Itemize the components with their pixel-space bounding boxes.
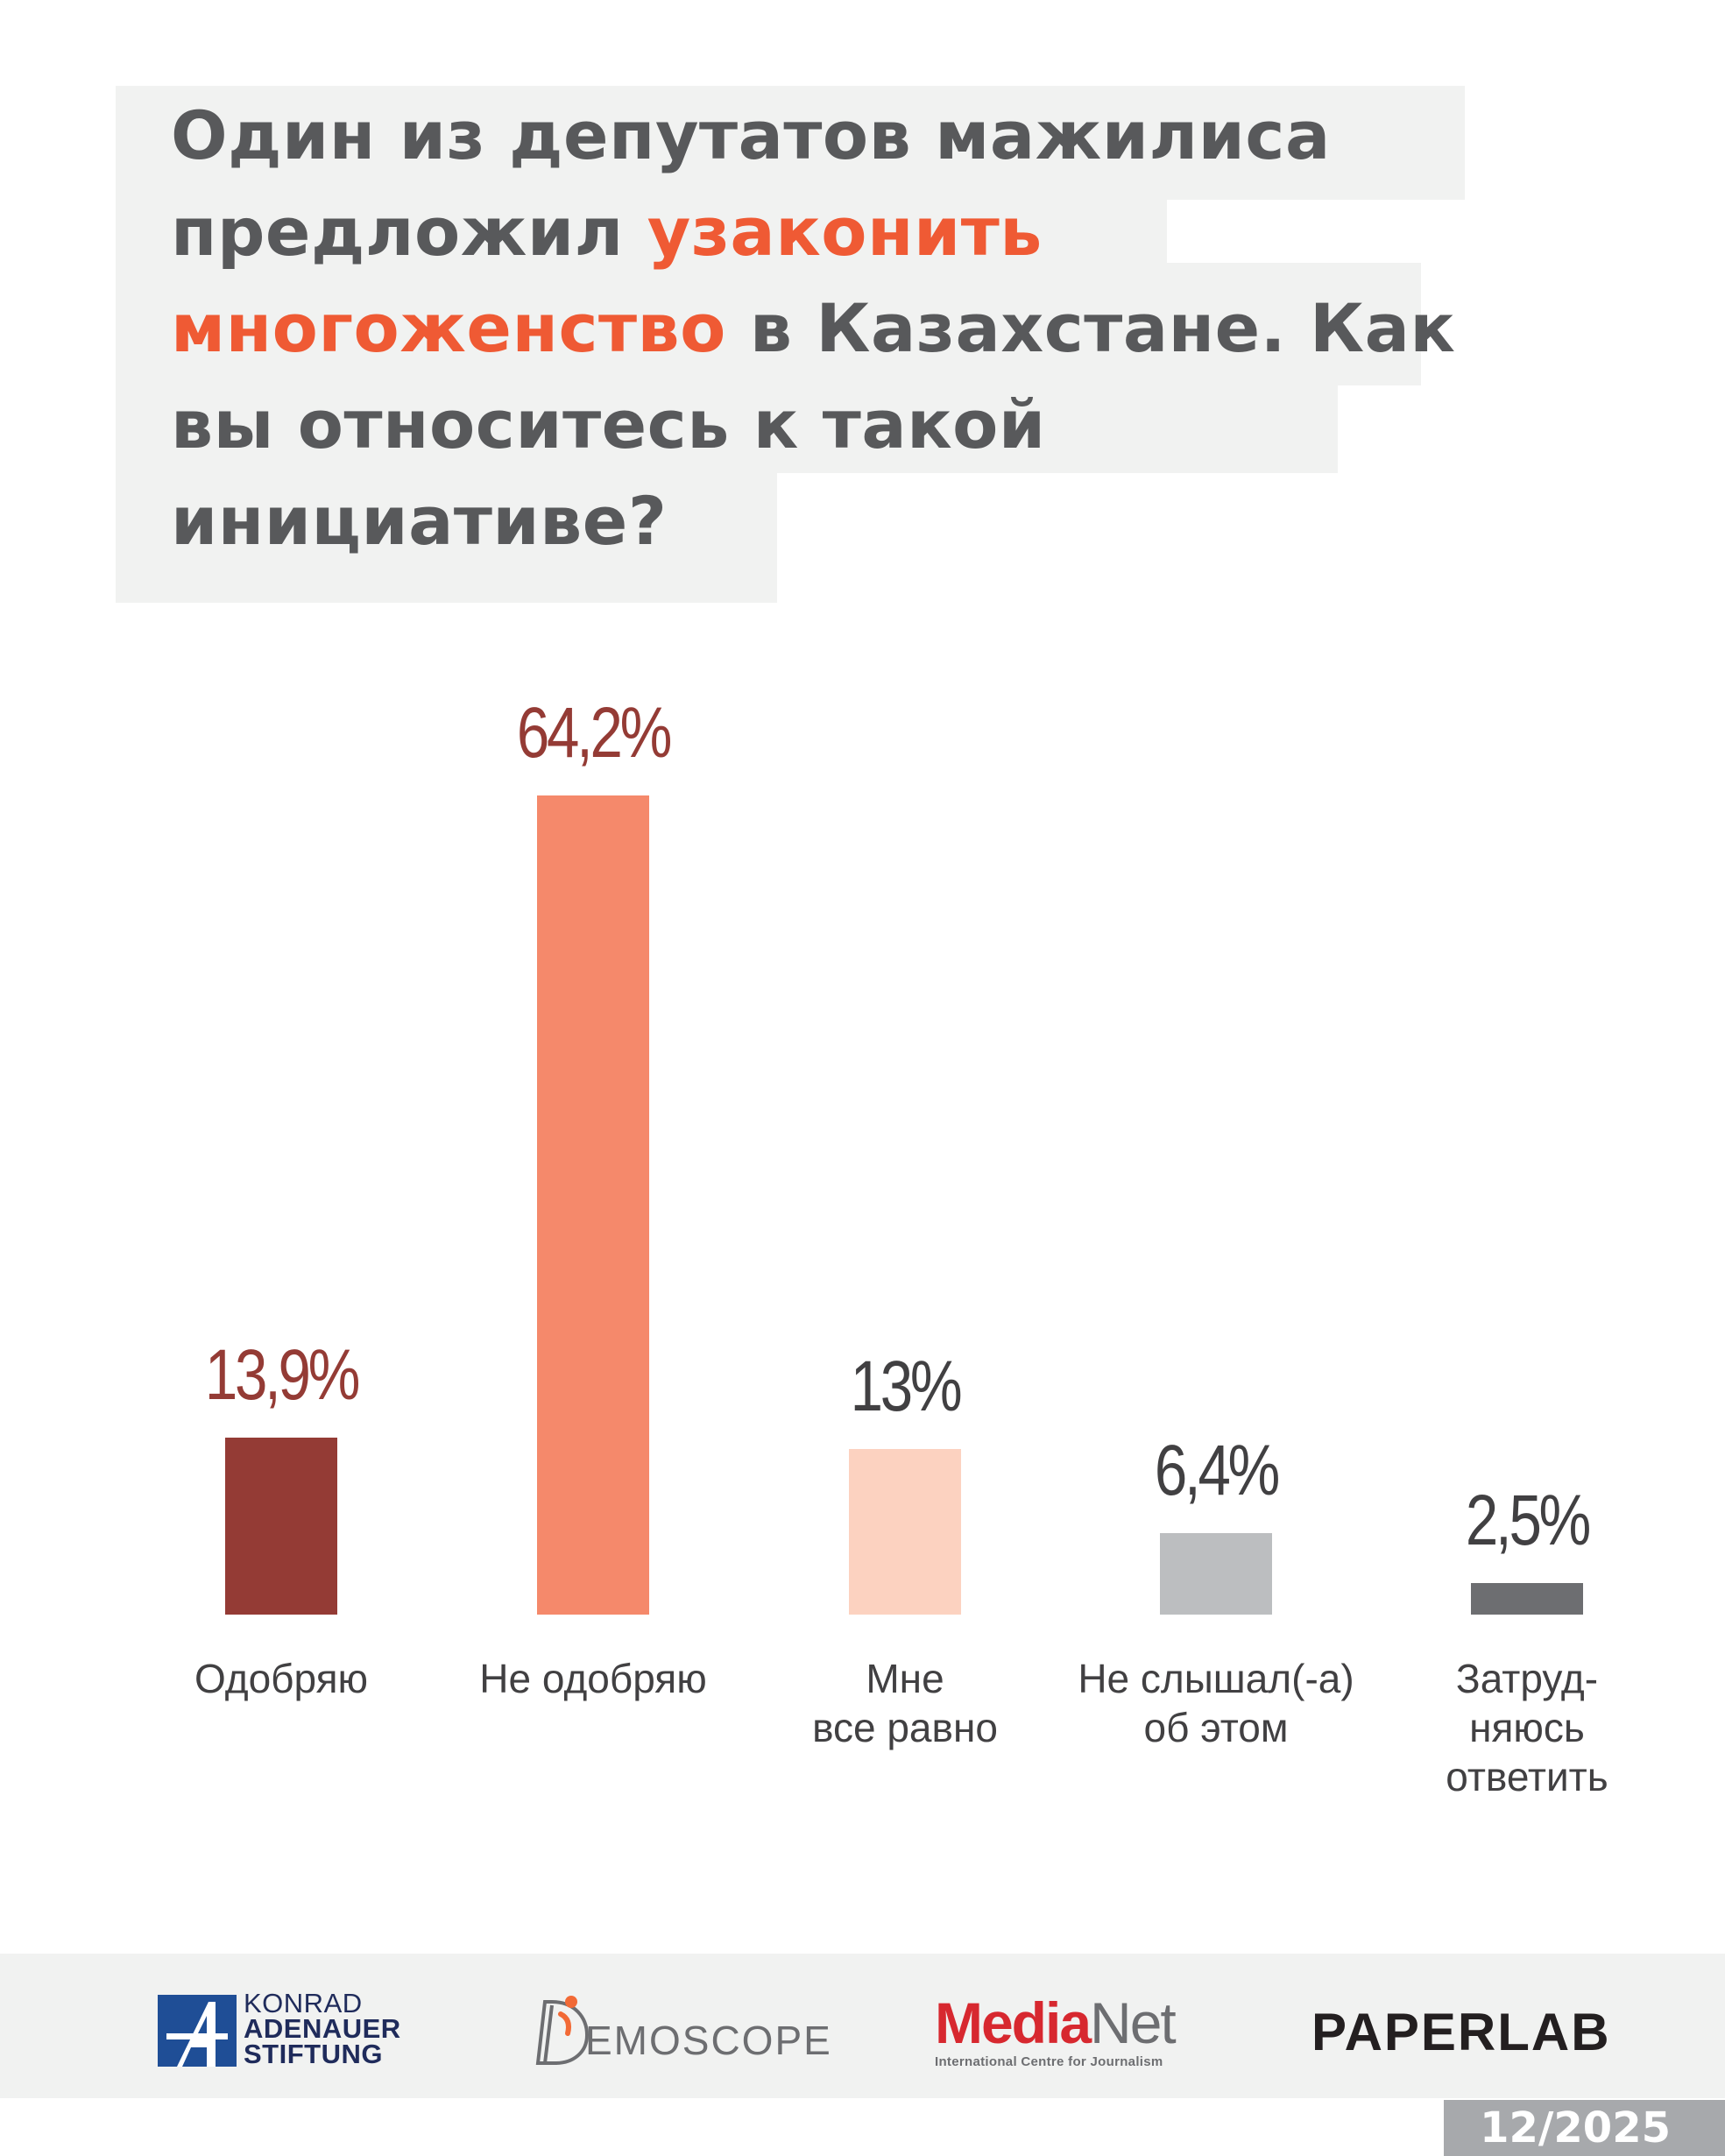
title-background (116, 200, 1167, 263)
bar-1 (225, 1437, 337, 1615)
demoscope-logo-icon (535, 1996, 590, 2065)
title-background (116, 86, 1465, 200)
medianet-part-2: Net (1090, 1990, 1177, 2055)
kas-line-2: ADENAUER (244, 2013, 401, 2044)
paperlab-logo: PAPERLAB (1311, 2003, 1611, 2061)
kas-line-3: STIFTUNG (244, 2039, 383, 2069)
bar-5 (1471, 1582, 1583, 1615)
value-label-3: 13% (850, 1346, 963, 1426)
date-text: 12/2025 (1480, 2103, 1671, 2152)
value-label-4: 6,4% (1154, 1430, 1280, 1510)
medianet-part-1: Media (935, 1990, 1092, 2055)
value-label-1: 13,9% (204, 1334, 361, 1415)
title-background (116, 385, 1338, 473)
value-label-5: 2,5% (1465, 1480, 1591, 1560)
title-part-1: Один из депутатов мажилиса предложил (171, 96, 1331, 271)
medianet-logo: MediaNet (935, 1990, 1177, 2055)
bar-4 (1160, 1532, 1272, 1615)
category-label-1: Одобряю (194, 1656, 369, 1701)
page-title: Один из депутатов мажилиса предложил уза… (171, 88, 1538, 569)
kas-line-1: KONRAD (244, 1988, 363, 2018)
bar-3 (849, 1448, 961, 1615)
title-part-2: в Казахстане. Как вы относитесь к такой … (171, 289, 1456, 560)
bar-2 (537, 795, 649, 1615)
footer: KONRAD ADENAUER STIFTUNG EMOSCOPE MediaN… (0, 1954, 1725, 2098)
date-badge: 12/2025 (1444, 2100, 1725, 2156)
title-background (116, 473, 777, 603)
title-background (116, 263, 1421, 385)
medianet-subtitle: International Centre for Journalism (935, 2054, 1163, 2069)
category-label-5: Затруд- няюсь ответить (1446, 1656, 1608, 1799)
category-label-4: Не слышал(-а) об этом (1078, 1656, 1354, 1750)
category-label-3: Мне все равно (812, 1656, 998, 1750)
value-label-2: 64,2% (516, 693, 673, 773)
kas-logo-icon (158, 1995, 237, 2067)
kas-logo-text: KONRAD ADENAUER STIFTUNG (244, 1988, 401, 2069)
demoscope-logo-text: EMOSCOPE (585, 2018, 832, 2063)
category-label-2: Не одобряю (479, 1656, 707, 1701)
title-highlight: узаконить многоженство (171, 193, 1043, 367)
